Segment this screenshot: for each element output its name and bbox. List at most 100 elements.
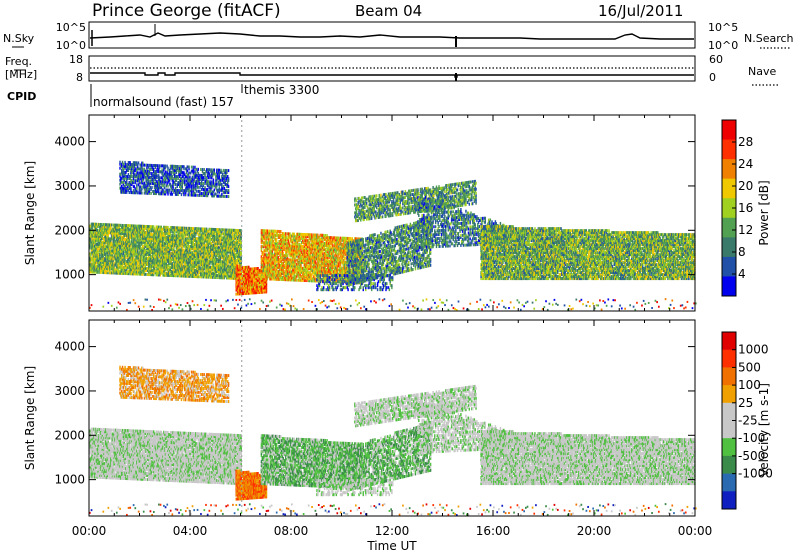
power-pixel bbox=[189, 270, 191, 274]
power-pixel bbox=[158, 241, 161, 245]
power-pixel bbox=[142, 270, 145, 274]
power-pixel bbox=[123, 236, 125, 240]
power-pixel bbox=[164, 255, 167, 259]
power-pixel bbox=[102, 223, 104, 227]
power-pixel bbox=[176, 226, 178, 230]
power-pixel bbox=[144, 248, 146, 252]
power-pixel bbox=[118, 245, 120, 249]
power-pixel bbox=[131, 270, 133, 274]
power-pixel bbox=[136, 238, 139, 242]
power-pixel bbox=[163, 233, 165, 237]
power-pixel bbox=[182, 228, 184, 232]
power-pixel bbox=[153, 263, 156, 267]
power-pixel bbox=[147, 245, 149, 249]
power-pixel bbox=[126, 230, 128, 234]
power-pixel bbox=[178, 264, 180, 268]
power-pixel bbox=[116, 235, 119, 239]
power-pixel bbox=[187, 248, 189, 252]
power-pixel bbox=[137, 256, 140, 260]
power-pixel bbox=[173, 270, 175, 274]
power-pixel bbox=[127, 270, 130, 274]
power-pixel bbox=[137, 246, 140, 250]
power-pixel bbox=[99, 230, 102, 234]
power-pixel bbox=[105, 251, 108, 255]
power-pixel bbox=[169, 246, 172, 250]
power-pixel bbox=[113, 251, 115, 255]
power-pixel bbox=[97, 258, 99, 262]
power-pixel bbox=[115, 229, 117, 233]
power-pixel bbox=[177, 266, 179, 270]
power-pixel bbox=[122, 267, 125, 271]
power-pixel bbox=[115, 231, 117, 235]
power-pixel bbox=[162, 263, 164, 267]
power-pixel bbox=[100, 252, 103, 256]
power-pixel bbox=[102, 245, 104, 249]
power-pixel bbox=[98, 236, 100, 240]
power-pixel bbox=[89, 230, 91, 234]
power-pixel bbox=[154, 233, 157, 237]
power-pixel bbox=[154, 261, 157, 265]
power-pixel bbox=[176, 252, 178, 256]
power-pixel bbox=[183, 236, 185, 240]
power-pixel bbox=[129, 258, 131, 262]
power-pixel bbox=[136, 236, 139, 240]
power-pixel bbox=[119, 229, 121, 233]
power-pixel bbox=[182, 236, 184, 240]
power-pixel bbox=[160, 255, 162, 259]
freq-tick-bottom: 8 bbox=[76, 71, 83, 84]
power-pixel bbox=[173, 274, 175, 278]
power-pixel bbox=[161, 267, 163, 271]
power-pixel bbox=[131, 250, 133, 254]
power-pixel bbox=[103, 247, 105, 251]
power-pixel bbox=[110, 259, 112, 263]
power-pixel bbox=[96, 260, 99, 264]
power-pixel bbox=[170, 274, 173, 278]
power-pixel bbox=[184, 230, 186, 234]
power-pixel bbox=[114, 223, 116, 227]
power-pixel bbox=[172, 268, 174, 272]
power-pixel bbox=[148, 253, 151, 257]
power-pixel bbox=[134, 258, 136, 262]
power-pixel bbox=[137, 264, 140, 268]
power-pixel bbox=[192, 249, 194, 253]
power-pixel bbox=[103, 269, 105, 273]
power-pixel bbox=[115, 247, 117, 251]
power-pixel bbox=[129, 248, 131, 252]
power-pixel bbox=[109, 239, 111, 243]
cpid-mode-2: themis 3300 bbox=[244, 83, 319, 97]
power-pixel bbox=[97, 242, 99, 246]
power-pixel bbox=[143, 236, 146, 240]
power-pixel bbox=[127, 266, 130, 270]
power-pixel bbox=[98, 238, 100, 242]
power-pixel bbox=[101, 259, 104, 263]
power-pixel bbox=[134, 244, 136, 248]
power-pixel bbox=[165, 257, 168, 261]
cpid-mode-1: normalsound (fast) 157 bbox=[93, 95, 234, 109]
power-pixel bbox=[93, 222, 95, 226]
power-pixel bbox=[130, 242, 132, 246]
power-pixel bbox=[194, 235, 196, 239]
power-pixel bbox=[99, 270, 102, 274]
power-pixel bbox=[194, 263, 196, 267]
power-pixel bbox=[118, 271, 120, 275]
power-pixel bbox=[180, 252, 183, 256]
power-pixel bbox=[177, 244, 179, 248]
power-pixel bbox=[149, 253, 152, 257]
power-pixel bbox=[141, 272, 143, 276]
power-pixel bbox=[161, 241, 163, 245]
power-pixel bbox=[125, 224, 127, 228]
power-pixel bbox=[91, 238, 93, 242]
power-pixel bbox=[96, 230, 99, 234]
power-pixel bbox=[121, 235, 124, 239]
power-pixel bbox=[192, 272, 194, 276]
power-pixel bbox=[168, 273, 171, 277]
power-pixel bbox=[89, 224, 91, 228]
power-pixel bbox=[117, 259, 120, 263]
power-pixel bbox=[151, 243, 153, 247]
power-pixel bbox=[136, 183, 138, 187]
power-pixel bbox=[147, 259, 149, 263]
cpid-panel: CPID normalsound (fast) 157 themis 3300 bbox=[7, 83, 319, 109]
power-pixel bbox=[168, 263, 170, 267]
power-pixel bbox=[179, 240, 182, 244]
power-pixel bbox=[152, 251, 155, 255]
